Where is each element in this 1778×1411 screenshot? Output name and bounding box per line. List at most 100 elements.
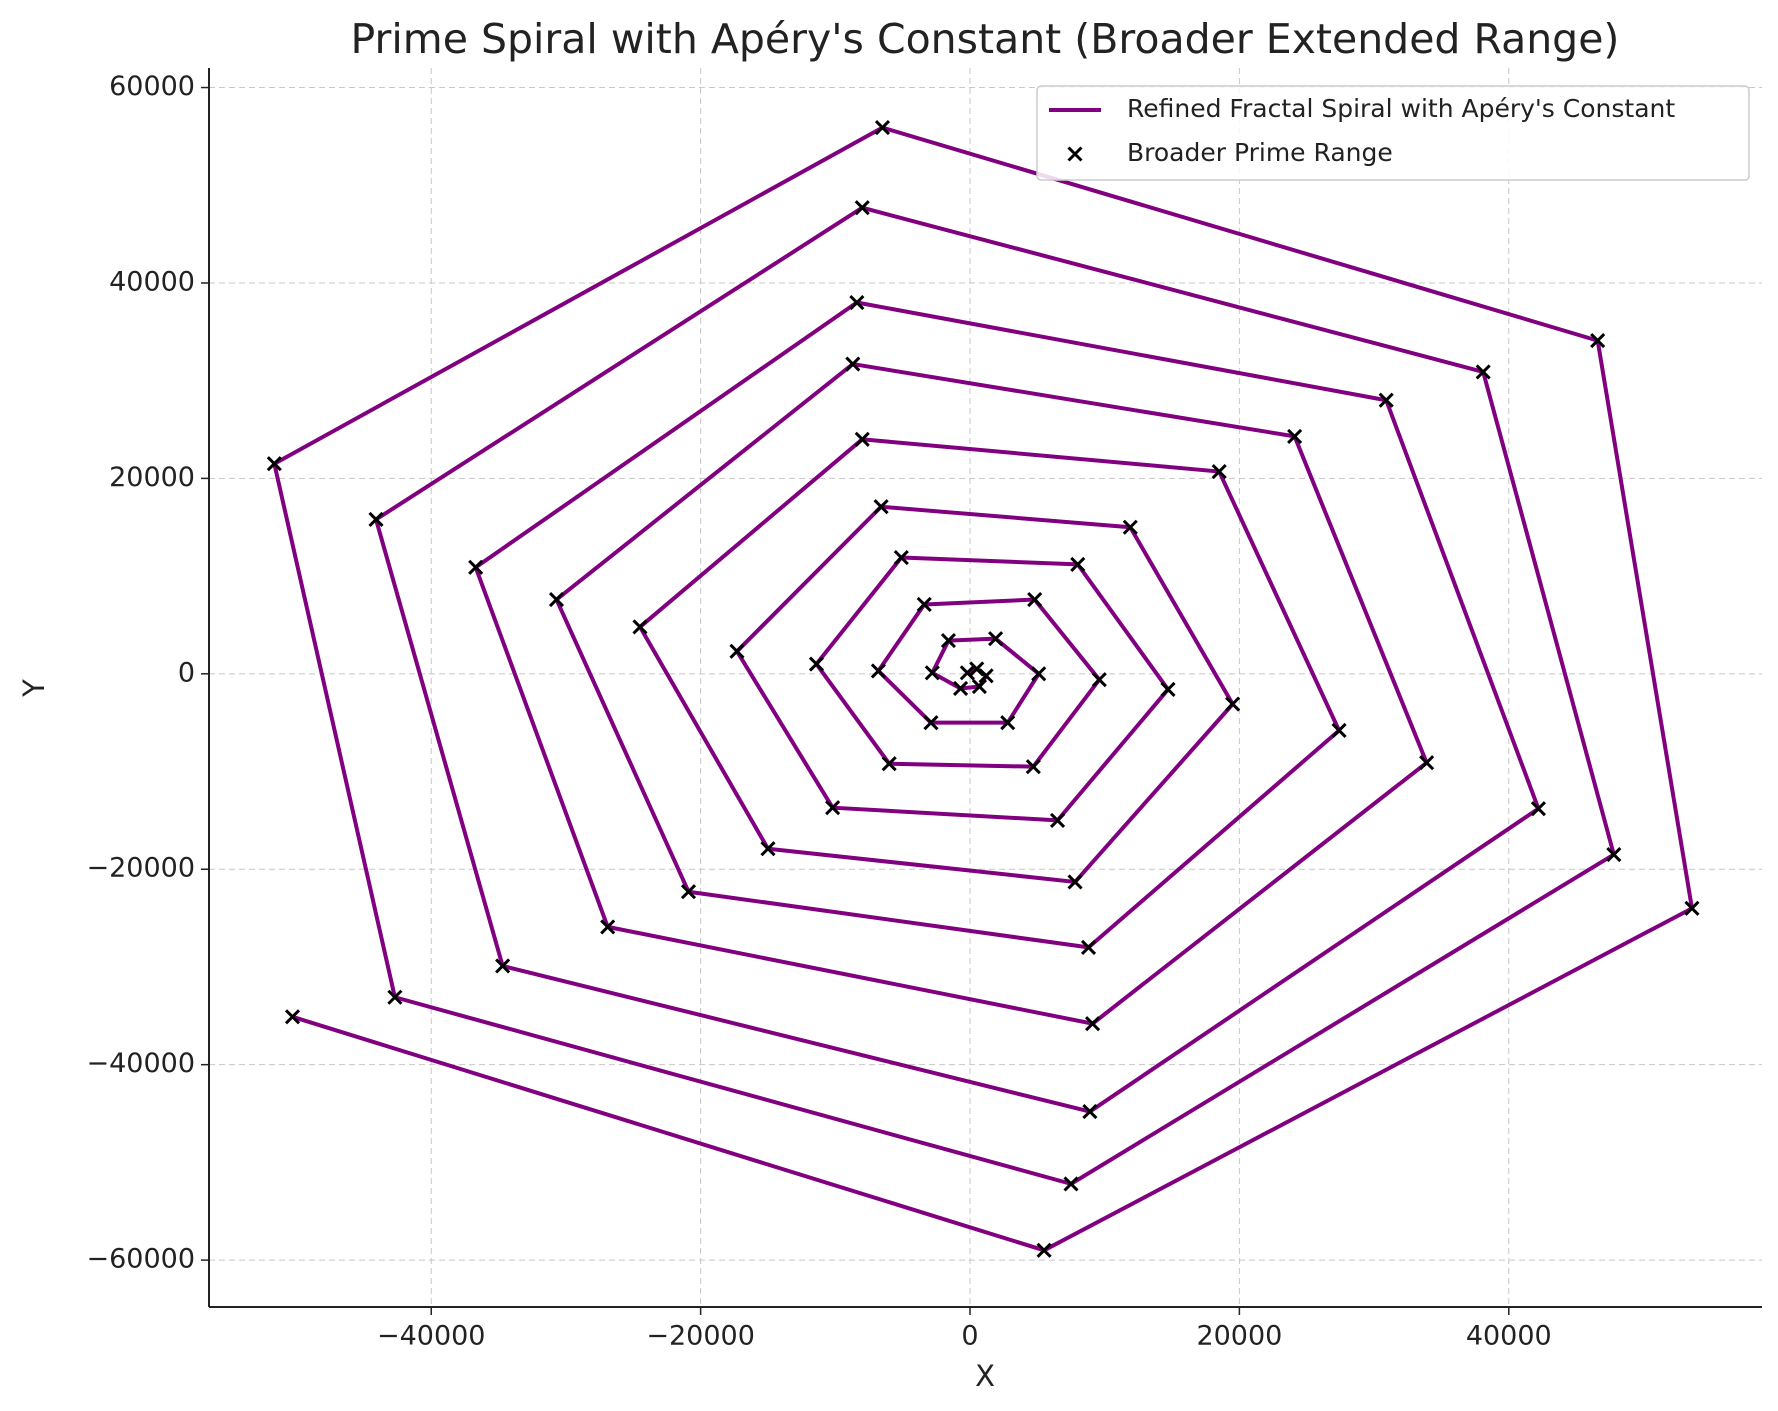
prime-point [1122, 519, 1138, 535]
marker-stroke [1378, 392, 1394, 408]
x-tick-label: 40000 [1466, 1321, 1552, 1352]
marker-stroke [729, 643, 745, 659]
marker-stroke [548, 591, 565, 608]
prime-point [368, 511, 384, 527]
prime-point [1378, 392, 1394, 408]
y-tick-label: 20000 [109, 462, 195, 493]
prime-point [924, 665, 940, 681]
x-tick-label: 20000 [1196, 1321, 1282, 1352]
marker-stroke [959, 665, 975, 681]
marker-stroke [1590, 333, 1606, 349]
prime-point [1036, 1242, 1052, 1258]
y-tick-label: 0 [178, 657, 195, 688]
prime-point [881, 756, 897, 772]
marker-stroke [1070, 556, 1086, 572]
prime-point [940, 633, 957, 649]
prime-point [548, 591, 565, 608]
prime-point [854, 200, 870, 216]
marker-stroke [1025, 759, 1041, 775]
marker-stroke [845, 356, 861, 372]
marker-stroke [1331, 722, 1347, 739]
marker-stroke [893, 549, 909, 566]
prime-point [1085, 1016, 1101, 1032]
prime-point [808, 656, 825, 672]
marker-stroke [940, 633, 957, 649]
marker-stroke [1000, 715, 1016, 731]
prime-point [1080, 939, 1097, 955]
marker-stroke [1419, 755, 1435, 771]
prime-point [680, 884, 697, 900]
prime-point [729, 643, 745, 659]
marker-stroke [873, 499, 889, 515]
x-tick-label: 0 [961, 1321, 978, 1352]
y-tick-label: −20000 [86, 853, 195, 884]
marker-stroke [468, 559, 484, 575]
legend-label: Refined Fractal Spiral with Apéry's Cons… [1127, 94, 1675, 123]
marker-stroke [1122, 519, 1138, 535]
x-tick-label: −40000 [377, 1321, 486, 1352]
prime-point [495, 958, 511, 974]
prime-point [1063, 1176, 1079, 1192]
prime-point [266, 456, 282, 472]
marker-stroke [808, 656, 825, 672]
prime-point [1331, 722, 1347, 739]
legend-box [1036, 85, 1750, 181]
x-tick-label: −20000 [646, 1321, 755, 1352]
marker-stroke [760, 841, 776, 857]
marker-stroke [1080, 939, 1097, 955]
marker-stroke [1684, 900, 1700, 916]
marker-stroke [854, 200, 870, 216]
marker-stroke [969, 661, 985, 677]
prime-point [1000, 715, 1016, 731]
marker-stroke [1211, 463, 1227, 480]
prime-point [1225, 696, 1241, 712]
prime-point [1027, 591, 1043, 608]
prime-point [1684, 900, 1700, 916]
marker-stroke [1063, 1176, 1079, 1192]
prime-point [916, 596, 932, 613]
marker-stroke [881, 756, 897, 772]
prime-point [978, 668, 994, 684]
marker-stroke [284, 1009, 301, 1025]
marker-stroke [495, 958, 511, 974]
marker-stroke [988, 631, 1004, 647]
prime-point [849, 294, 865, 311]
prime-point [1211, 463, 1227, 480]
prime-point [387, 989, 403, 1005]
marker-stroke [368, 511, 384, 527]
marker-stroke [1067, 874, 1083, 890]
legend-marker [1067, 146, 1083, 162]
marker-stroke [1031, 666, 1047, 682]
prime-point [1475, 364, 1491, 380]
y-tick-label: 60000 [109, 71, 195, 102]
prime-point [1287, 428, 1303, 444]
marker-stroke [632, 619, 648, 635]
marker-stroke [680, 884, 697, 900]
marker-stroke [1606, 847, 1622, 863]
prime-point [874, 120, 891, 136]
prime-point [632, 619, 648, 635]
marker-stroke [1067, 146, 1083, 162]
marker-stroke [870, 663, 886, 679]
prime-point [1049, 812, 1066, 828]
marker-stroke [854, 431, 870, 447]
marker-stroke [387, 989, 403, 1005]
prime-point [1160, 681, 1176, 698]
marker-stroke [923, 715, 939, 731]
prime-point [1606, 847, 1622, 863]
marker-stroke [1091, 672, 1107, 688]
prime-point [845, 356, 861, 372]
prime-point [1530, 801, 1546, 817]
marker-stroke [971, 678, 987, 695]
prime-point [760, 841, 776, 857]
prime-point [600, 919, 616, 935]
prime-point [1067, 874, 1083, 890]
marker-stroke [849, 294, 865, 311]
prime-point [971, 678, 987, 695]
marker-stroke [916, 596, 932, 613]
prime-point [953, 680, 969, 697]
marker-stroke [924, 665, 940, 681]
prime-point [893, 549, 909, 566]
